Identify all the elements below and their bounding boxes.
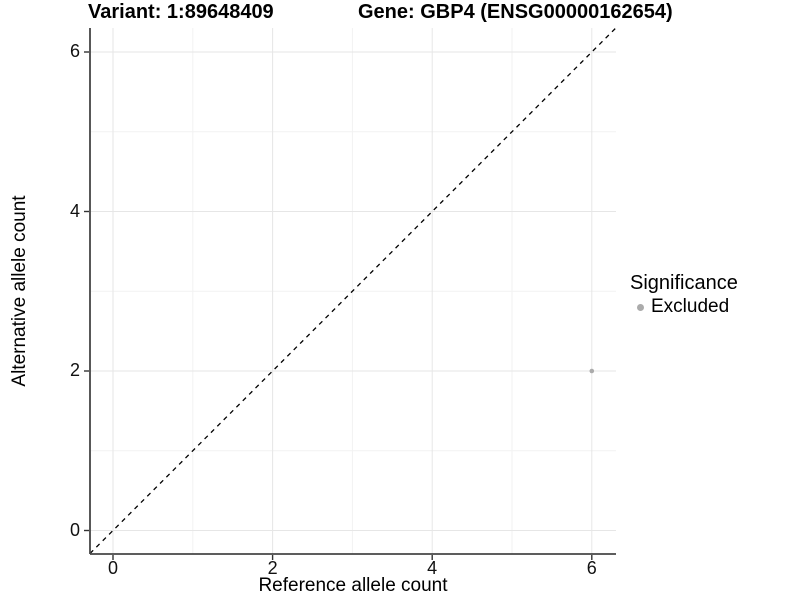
variant-title: Variant: 1:89648409 xyxy=(88,1,274,23)
y-axis-title: Alternative allele count xyxy=(9,195,30,387)
y-tick-label: 0 xyxy=(69,519,80,540)
legend-item-label: Excluded xyxy=(651,296,730,317)
y-tick-label: 2 xyxy=(69,360,80,380)
x-axis-title: Reference allele count xyxy=(258,575,448,596)
data-point xyxy=(589,368,595,374)
legend-title: Significance xyxy=(630,272,738,294)
y-tick-label: 4 xyxy=(69,200,80,221)
identity-reference-line xyxy=(89,27,617,554)
x-tick-label: 6 xyxy=(586,558,597,578)
y-tick-label: 6 xyxy=(69,41,80,61)
legend: Significance Excluded xyxy=(630,271,800,318)
gene-title: Gene: GBP4 (ENSG00000162654) xyxy=(358,1,673,23)
excluded-point-icon xyxy=(637,303,644,311)
x-tick-label: 4 xyxy=(427,558,438,578)
x-tick-label: 2 xyxy=(267,558,278,578)
legend-item-excluded: Excluded xyxy=(630,296,800,318)
x-tick-label: 0 xyxy=(107,558,118,578)
